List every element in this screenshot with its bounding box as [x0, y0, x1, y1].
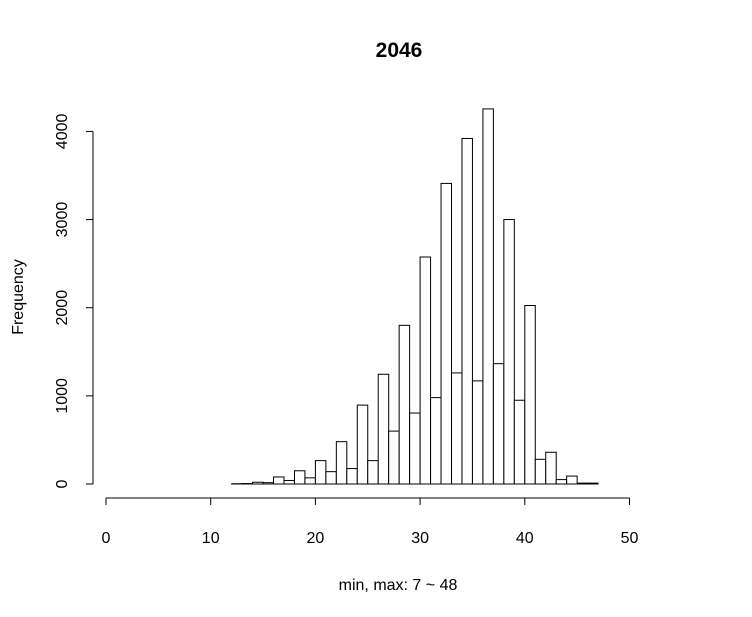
histogram-bar [492, 363, 505, 485]
y-axis-label: Frequency [10, 259, 27, 335]
chart-title: 2046 [376, 39, 423, 62]
histogram-bar [587, 482, 599, 485]
y-tick-label: 0 [54, 479, 71, 488]
histogram-bar [555, 479, 568, 485]
histogram-bar [273, 476, 285, 485]
histogram-bar [440, 182, 453, 485]
histogram-bar [566, 475, 578, 485]
histogram-bar [482, 108, 494, 485]
histogram-bar [409, 412, 421, 485]
histogram-bar [314, 460, 327, 485]
histogram-bar [534, 458, 547, 485]
histogram-bar [356, 404, 369, 485]
y-tick-label: 4000 [54, 114, 71, 150]
histogram-bar [576, 482, 589, 485]
histogram-bar [262, 482, 275, 485]
histogram-bars [231, 108, 599, 485]
histogram-bar [346, 468, 358, 485]
histogram-bar [335, 441, 348, 485]
y-tick-label: 2000 [54, 290, 71, 326]
x-tick-label: 30 [411, 530, 429, 547]
histogram-bar [545, 451, 557, 485]
x-tick-label: 40 [516, 530, 534, 547]
y-tick-label: 1000 [54, 378, 71, 414]
histogram-bar [388, 430, 400, 485]
x-tick-label: 50 [621, 530, 639, 547]
histogram-bar [451, 372, 463, 485]
histogram-bar [513, 399, 526, 485]
histogram-bar [252, 481, 264, 485]
histogram-bar [471, 380, 484, 485]
histogram-bar [398, 324, 411, 485]
y-axis-ticks: 0 1000 2000 3000 4000 [54, 114, 93, 488]
histogram-bar [283, 479, 295, 485]
x-tick-label: 0 [102, 530, 111, 547]
histogram-bar [503, 219, 515, 485]
x-axis-label: min, max: 7 ~ 48 [339, 577, 458, 594]
x-axis-ticks: 0 10 20 30 40 50 [102, 498, 639, 547]
y-tick-label: 3000 [54, 202, 71, 238]
histogram-bar [524, 304, 536, 485]
histogram-bar [419, 256, 432, 485]
histogram-bar [304, 477, 316, 485]
histogram-bar [293, 470, 306, 485]
histogram-bar [461, 137, 473, 485]
histogram-bar [367, 460, 379, 485]
histogram-bar [430, 397, 442, 485]
x-tick-label: 10 [202, 530, 220, 547]
histogram-bar [325, 471, 337, 485]
histogram-bar [377, 373, 390, 485]
x-tick-label: 20 [307, 530, 325, 547]
